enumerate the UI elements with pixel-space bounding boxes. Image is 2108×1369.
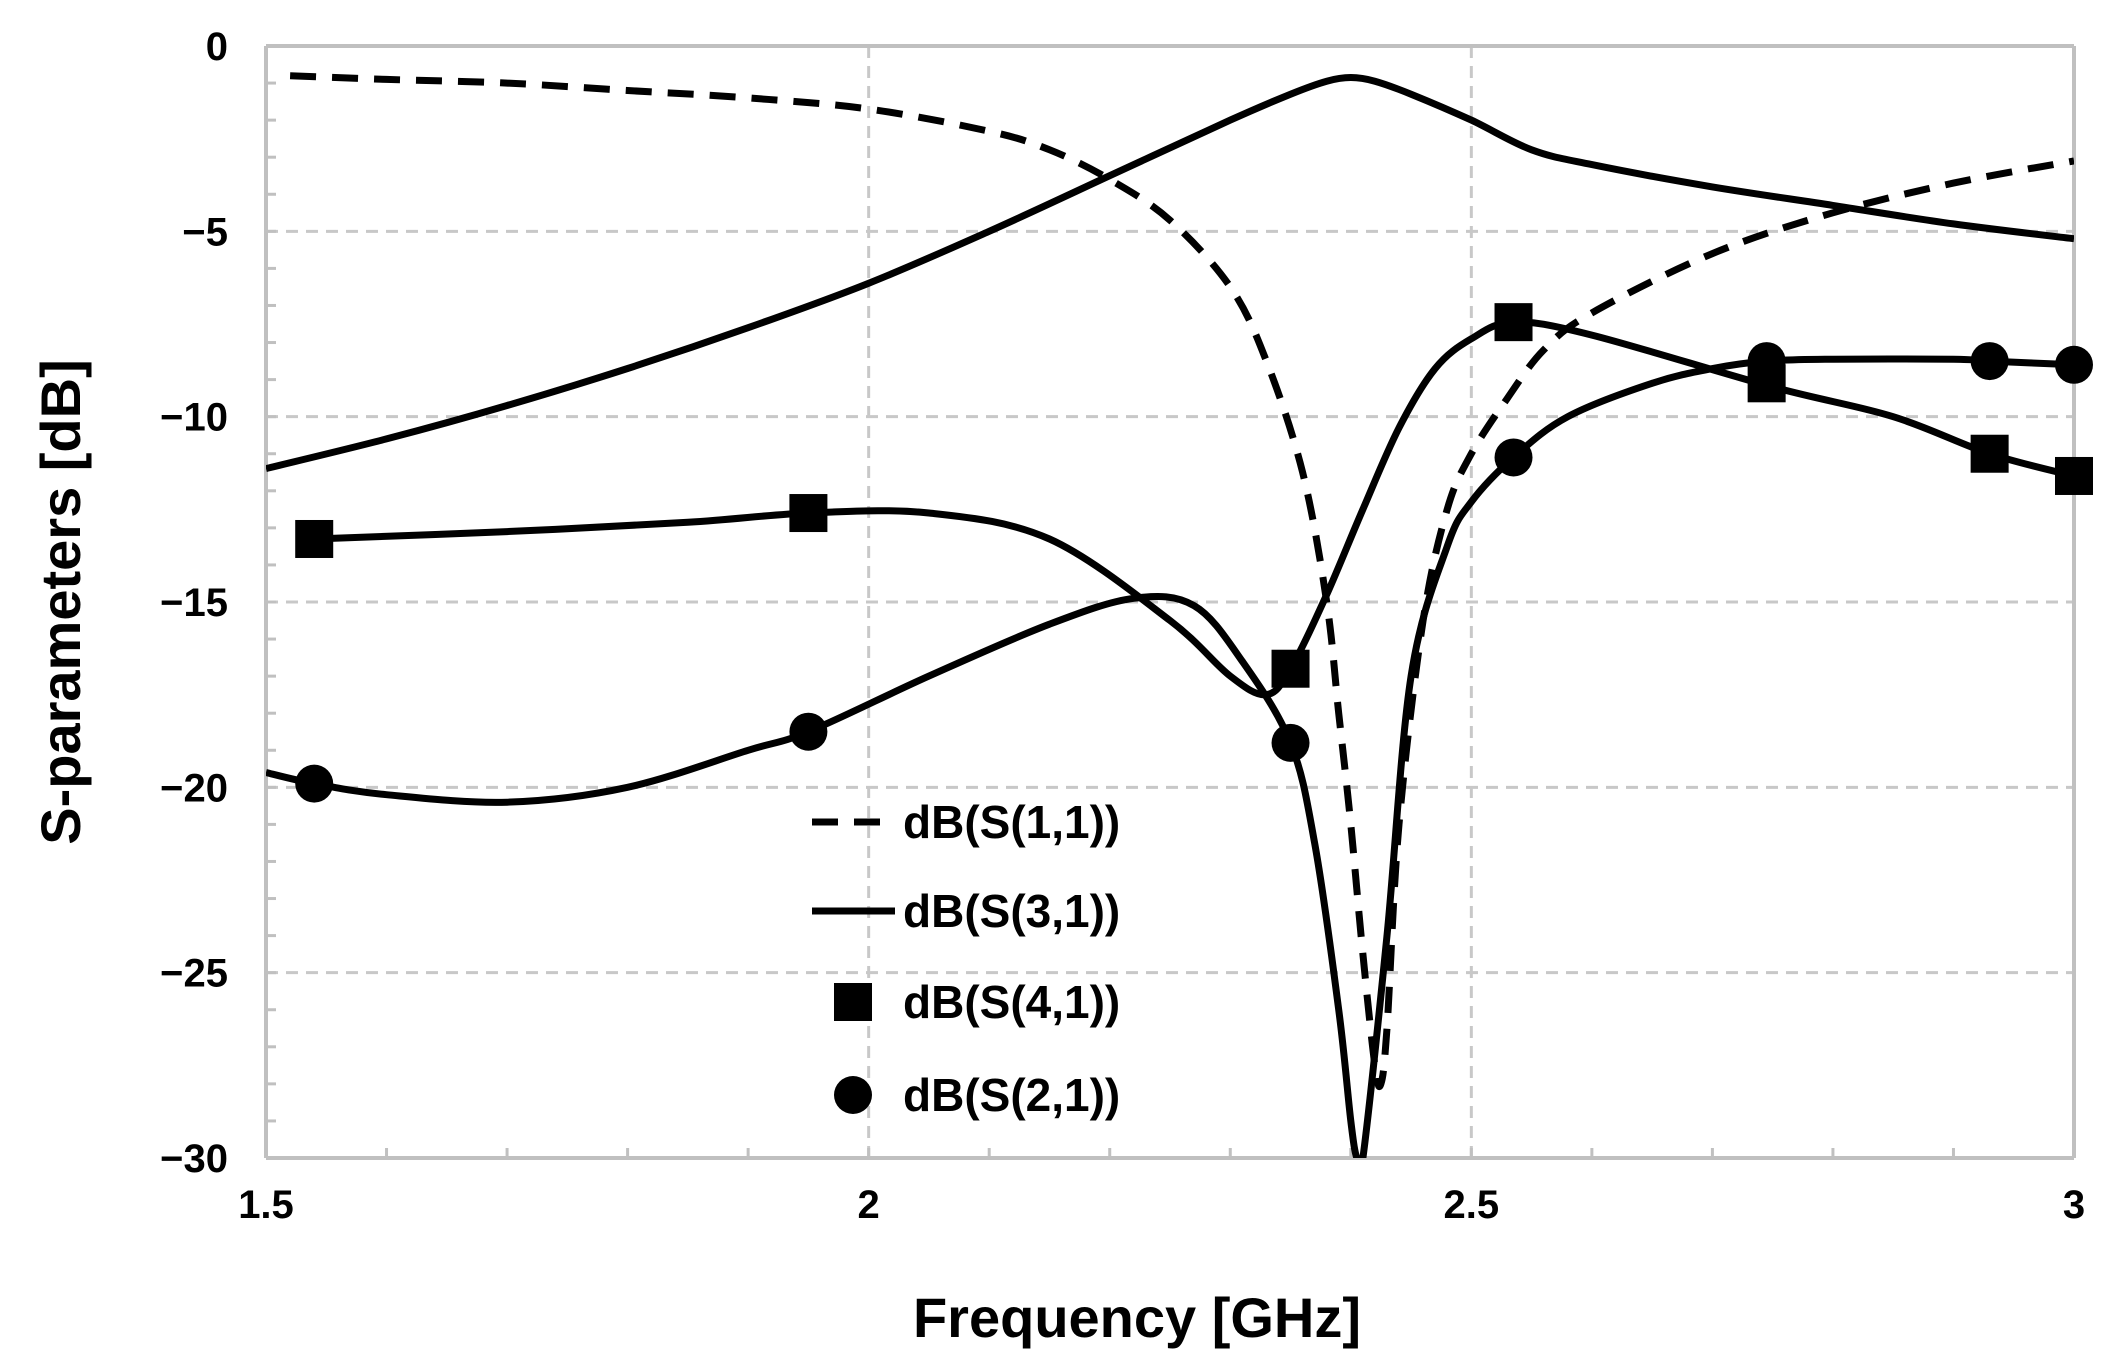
legend-swatch (834, 1076, 872, 1114)
y-tick-label: −20 (160, 766, 228, 810)
marker-db-s-2-1 (1271, 723, 1310, 762)
y-tick-label: −30 (160, 1137, 228, 1181)
marker-db-s-4-1 (1970, 434, 2009, 473)
marker-db-s-4-1 (1494, 303, 1533, 342)
y-axis-title: S-parameters [dB] (29, 359, 92, 844)
axes (264, 44, 2076, 1160)
marker-db-s-2-1 (295, 764, 334, 803)
marker-db-s-4-1 (295, 519, 334, 558)
legend-label: dB(S(2,1)) (903, 1069, 1120, 1121)
legend-swatch (834, 983, 872, 1021)
legend-item-db-s-3-1: dB(S(3,1)) (812, 885, 1120, 937)
markers (295, 303, 2093, 803)
y-tick-label: 0 (206, 25, 228, 69)
marker-db-s-2-1 (1747, 342, 1786, 381)
marker-db-s-2-1 (1970, 342, 2009, 381)
x-axis-title: Frequency [GHz] (913, 1286, 1361, 1349)
y-tick-label: −15 (160, 581, 228, 625)
grid (266, 44, 2074, 1158)
legend: dB(S(1,1)) dB(S(3,1)) dB(S(4,1)) dB(S(2,1)) (812, 796, 1120, 1121)
series-line-db-s-3-1 (266, 74, 2074, 472)
legend-label: dB(S(1,1)) (903, 796, 1120, 848)
marker-db-s-4-1 (2055, 456, 2093, 495)
marker-db-s-2-1 (1494, 438, 1533, 477)
marker-db-s-4-1 (1271, 649, 1310, 688)
x-tick-label: 3 (2063, 1183, 2085, 1227)
legend-item-db-s-1-1: dB(S(1,1)) (812, 796, 1120, 848)
marker-db-s-4-1 (789, 494, 828, 533)
marker-db-s-2-1 (789, 712, 828, 751)
series-line-db-s-2-1 (266, 355, 2074, 1158)
y-tick-label: −5 (182, 210, 228, 254)
x-tick-label: 2.5 (1444, 1183, 1500, 1227)
legend-item-db-s-4-1: dB(S(4,1)) (834, 976, 1120, 1028)
marker-db-s-2-1 (2055, 345, 2093, 384)
plot-area (266, 72, 2074, 1158)
series-line-db-s-4-1 (314, 318, 2074, 699)
x-tick-label: 2 (858, 1183, 880, 1227)
tick-labels: 0 −5 −10 −15 −20 −25 −301.5 2 2.5 3 (160, 25, 2085, 1227)
y-tick-label: −25 (160, 952, 228, 996)
y-tick-label: −10 (160, 396, 228, 440)
series-line-db-s-1-1 (289, 72, 2074, 1091)
legend-label: dB(S(4,1)) (903, 976, 1120, 1028)
legend-item-db-s-2-1: dB(S(2,1)) (834, 1069, 1120, 1121)
x-tick-label: 1.5 (238, 1183, 294, 1227)
legend-label: dB(S(3,1)) (903, 885, 1120, 937)
